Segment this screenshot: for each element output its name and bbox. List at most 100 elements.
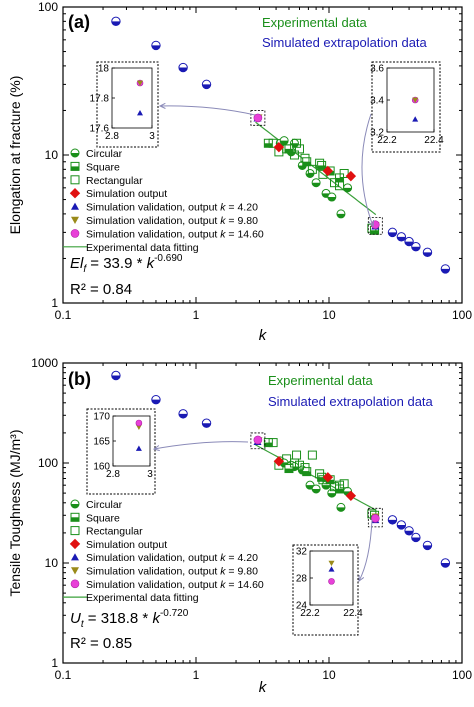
inset-x-tick-label: 3	[149, 131, 155, 142]
highlight-box	[367, 216, 383, 235]
legend-label: Experimental data fitting	[86, 242, 199, 254]
x-axis-label: k	[259, 327, 268, 344]
data-point	[292, 138, 302, 148]
data-point	[371, 513, 380, 523]
data-point-fill	[312, 488, 321, 493]
inset-data-point	[135, 424, 142, 430]
data-point	[289, 150, 299, 160]
data-point	[422, 247, 433, 258]
data-point-fill	[326, 479, 335, 484]
inset-data-point	[135, 445, 142, 451]
data-point-fill	[423, 545, 432, 550]
y-tick-label: 100	[38, 0, 58, 14]
legend-marker	[71, 216, 79, 224]
x-tick-label: 0.1	[55, 308, 72, 322]
data-point	[300, 153, 310, 163]
data-point-fill	[306, 173, 315, 178]
data-point	[151, 40, 161, 51]
inset-data-point	[137, 80, 143, 86]
y-tick-label: 10	[45, 148, 59, 162]
data-point	[263, 438, 273, 448]
legend-label: Simulation validation, output k = 4.20	[86, 552, 258, 564]
data-point-fill	[336, 507, 345, 512]
data-point	[345, 490, 357, 501]
inset-data-point	[412, 97, 419, 103]
inset-data-point	[135, 419, 143, 427]
callout-arrowhead	[152, 445, 160, 452]
data-point	[411, 242, 421, 252]
legend-label: Simulation output	[86, 539, 167, 551]
inset-y-tick-label: 160	[93, 462, 110, 473]
data-point-fill	[335, 177, 344, 182]
data-point-fill	[423, 252, 432, 257]
highlight-box	[250, 432, 266, 450]
data-point	[336, 502, 346, 512]
data-point-fill	[441, 563, 450, 568]
legend-label: Circular	[86, 148, 123, 160]
legend-label: Square	[86, 512, 120, 524]
data-point-fill	[327, 197, 336, 202]
data-point	[311, 484, 321, 494]
data-point	[330, 482, 340, 492]
data-point-fill	[404, 530, 414, 535]
data-point-fill	[322, 485, 331, 490]
data-point-fill	[327, 493, 336, 498]
inset-2: 22.2 22.4 24 28 32	[292, 544, 363, 636]
data-point-fill	[397, 236, 406, 242]
data-point	[336, 209, 346, 219]
series-square	[263, 438, 380, 520]
legend-marker-fill	[71, 517, 79, 522]
data-point-fill	[264, 143, 273, 148]
data-point	[345, 170, 357, 182]
x-tick-label: 1	[193, 308, 200, 322]
x-tick-label: 100	[452, 308, 472, 322]
x-tick-label: 10	[322, 668, 336, 682]
data-point	[411, 532, 421, 543]
top-legend-entry: Experimental data	[268, 373, 374, 388]
fit-equation: Elf = 33.9 * k-0.690	[70, 253, 183, 275]
data-point	[440, 264, 451, 274]
inset-data-point	[412, 116, 419, 122]
series-simulated-extrapolation-data	[111, 370, 451, 568]
data-point-fill	[302, 161, 311, 166]
inset-border	[96, 61, 159, 148]
data-point	[307, 450, 317, 460]
data-point	[396, 232, 407, 242]
plot-frame	[62, 362, 463, 664]
inset-data-point	[328, 578, 335, 585]
legend-marker	[70, 526, 80, 536]
data-point-fill	[280, 140, 289, 145]
data-point-fill	[264, 442, 273, 447]
legend-marker-fill	[71, 153, 79, 157]
data-point-fill	[388, 232, 397, 237]
data-point	[268, 138, 278, 148]
inset-y-tick-label: 3.6	[370, 64, 384, 75]
y-axis-label: Elongation at fracture (%)	[7, 76, 23, 235]
data-point	[253, 435, 263, 445]
inset-border	[292, 544, 359, 636]
legend-marker-fill	[71, 166, 79, 171]
inset-y-tick-label: 18	[98, 64, 110, 75]
data-point-fill	[202, 84, 211, 89]
data-point	[335, 181, 345, 191]
inset-y-tick-label: 170	[93, 412, 110, 423]
data-point-fill	[151, 45, 161, 50]
data-point	[111, 16, 121, 27]
data-point	[322, 165, 334, 177]
inset-x-tick-label: 2.8	[106, 469, 120, 480]
legend-label: Experimental data fitting	[86, 592, 199, 604]
legend-marker	[70, 499, 80, 509]
inset-border	[371, 61, 441, 153]
top-legend-entry: Simulated extrapolation data	[262, 35, 428, 50]
x-axis-label: k	[259, 679, 268, 696]
data-point	[284, 144, 294, 154]
series-simulation-output	[273, 141, 357, 182]
x-tick-label: 1	[193, 668, 200, 682]
data-point-fill	[397, 524, 406, 530]
inset-x-tick-label: 22.4	[343, 608, 363, 619]
legend-marker	[71, 567, 79, 575]
y-tick-label: 1000	[31, 356, 58, 370]
data-point	[111, 370, 121, 381]
